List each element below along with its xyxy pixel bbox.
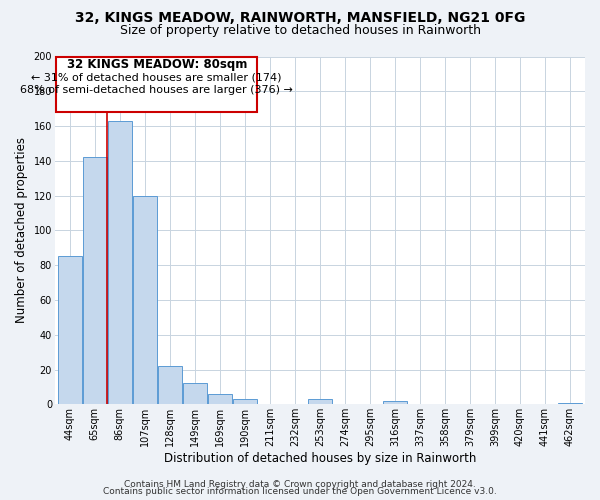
Bar <box>183 384 207 404</box>
Text: ← 31% of detached houses are smaller (174): ← 31% of detached houses are smaller (17… <box>31 72 282 82</box>
Bar <box>233 399 257 404</box>
Text: 68% of semi-detached houses are larger (376) →: 68% of semi-detached houses are larger (… <box>20 85 293 95</box>
Text: Contains HM Land Registry data © Crown copyright and database right 2024.: Contains HM Land Registry data © Crown c… <box>124 480 476 489</box>
Y-axis label: Number of detached properties: Number of detached properties <box>15 138 28 324</box>
Bar <box>58 256 82 404</box>
Bar <box>208 394 232 404</box>
Bar <box>158 366 182 405</box>
Bar <box>133 196 157 404</box>
Text: Contains public sector information licensed under the Open Government Licence v3: Contains public sector information licen… <box>103 488 497 496</box>
Text: 32, KINGS MEADOW, RAINWORTH, MANSFIELD, NG21 0FG: 32, KINGS MEADOW, RAINWORTH, MANSFIELD, … <box>75 12 525 26</box>
Bar <box>308 399 332 404</box>
Text: Size of property relative to detached houses in Rainworth: Size of property relative to detached ho… <box>119 24 481 37</box>
Bar <box>558 402 582 404</box>
X-axis label: Distribution of detached houses by size in Rainworth: Distribution of detached houses by size … <box>164 452 476 465</box>
Bar <box>108 121 132 405</box>
Text: 32 KINGS MEADOW: 80sqm: 32 KINGS MEADOW: 80sqm <box>67 58 247 71</box>
Bar <box>383 401 407 404</box>
Bar <box>83 158 107 404</box>
